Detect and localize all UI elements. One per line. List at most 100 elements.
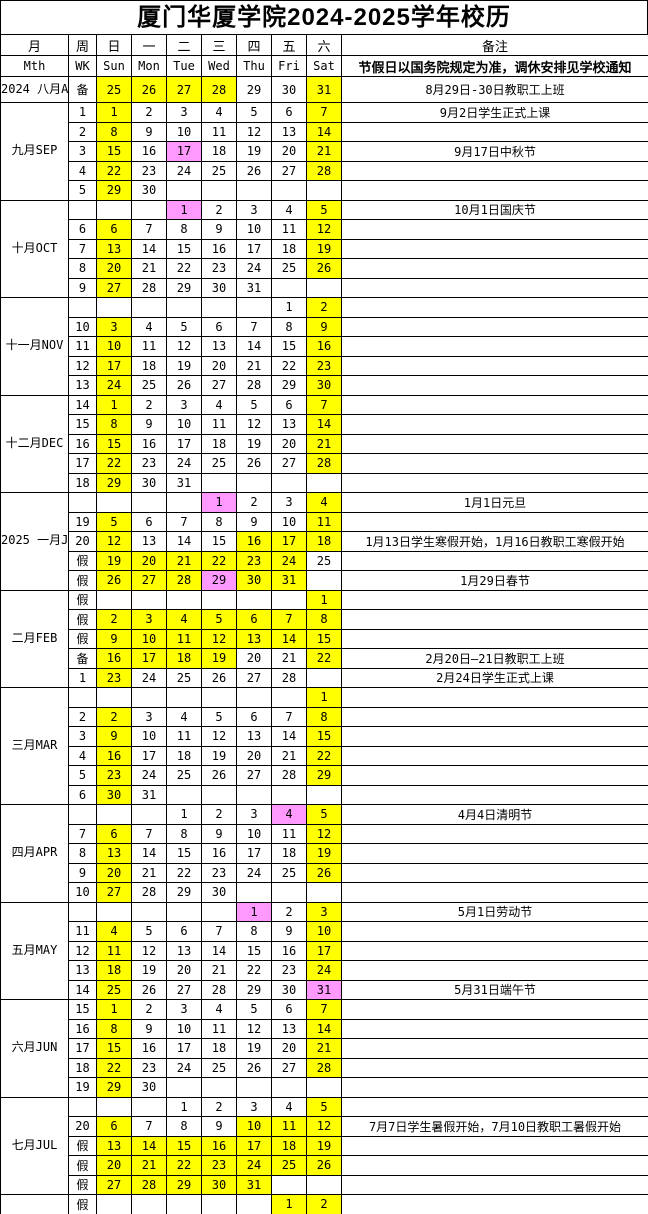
day-cell: 24 — [131, 765, 167, 786]
day-cell: 6 — [236, 706, 272, 727]
day-cell: 14 — [166, 531, 202, 552]
day-cell: 3 — [271, 492, 307, 513]
calendar-week-row: 假 9 10 11 12 13 14 15 — [1, 628, 648, 649]
day-cell: 23 — [306, 355, 342, 376]
day-cell: 31 — [306, 76, 342, 103]
day-cell: 11 — [306, 511, 342, 532]
day-cell — [236, 180, 272, 201]
day-cell: 3 — [236, 1096, 272, 1117]
remark-cell — [341, 1057, 648, 1078]
remark-cell — [341, 882, 648, 903]
day-cell: 27 — [271, 453, 307, 474]
day-cell: 23 — [271, 960, 307, 981]
day-cell: 17 — [166, 1038, 202, 1059]
day-cell: 13 — [166, 940, 202, 961]
calendar-week-row: 2 8 9 10 11 12 13 14 — [1, 121, 648, 142]
week-number: 6 — [68, 219, 97, 240]
week-number: 20 — [68, 531, 97, 552]
day-cell: 10 — [166, 121, 202, 142]
month-label: 九月SEP — [0, 102, 69, 201]
day-cell: 13 — [236, 628, 272, 649]
day-cell: 13 — [96, 1135, 132, 1156]
day-cell: 7 — [306, 394, 342, 415]
calendar-header: 月 周 日 一 二 三 四 五 六 备注 Mth WK Sun Mon Tue … — [0, 34, 648, 77]
day-cell: 14 — [306, 1018, 342, 1039]
header-wed-zh: 三 — [201, 34, 237, 56]
day-cell — [271, 472, 307, 493]
calendar-week-row: 六月JUN 15 1 2 3 4 5 6 7 — [0, 999, 648, 1098]
day-cell: 28 — [166, 570, 202, 591]
day-cell: 30 — [271, 979, 307, 1000]
day-cell: 5 — [306, 1096, 342, 1117]
week-number: 11 — [68, 336, 97, 357]
calendar-week-row: 14 25 26 27 28 29 30 31 5月31日端午节 — [1, 979, 648, 1000]
day-cell: 13 — [236, 726, 272, 747]
day-cell: 30 — [131, 472, 167, 493]
day-cell: 10 — [236, 1116, 272, 1137]
day-cell — [201, 297, 237, 318]
day-cell: 19 — [236, 141, 272, 162]
day-cell: 12 — [306, 823, 342, 844]
day-cell: 20 — [271, 1038, 307, 1059]
remark-cell — [341, 1174, 648, 1195]
day-cell: 19 — [306, 843, 342, 864]
day-cell: 30 — [201, 882, 237, 903]
day-cell: 15 — [166, 843, 202, 864]
day-cell: 8 — [96, 121, 132, 142]
month-label: 十月OCT — [0, 199, 69, 298]
day-cell: 14 — [201, 940, 237, 961]
remark-cell: 7月7日学生暑假开始，7月10日教职工暑假开始 — [341, 1116, 648, 1137]
day-cell — [131, 901, 167, 922]
week-number: 假 — [68, 1174, 97, 1195]
day-cell: 13 — [96, 238, 132, 259]
day-cell — [236, 589, 272, 610]
remark-cell — [341, 726, 648, 747]
remark-cell — [341, 628, 648, 649]
day-cell: 28 — [131, 277, 167, 298]
remark-cell — [341, 1018, 648, 1039]
day-cell: 13 — [271, 121, 307, 142]
calendar-week-row: 18 22 23 24 25 26 27 28 — [1, 1057, 648, 1078]
day-cell: 14 — [271, 726, 307, 747]
week-number: 假 — [68, 1135, 97, 1156]
remark-cell: 8月29日-30日教职工上班 — [341, 76, 648, 103]
calendar-week-row: 3 15 16 17 18 19 20 21 9月17日中秋节 — [1, 141, 648, 162]
day-cell: 23 — [131, 1057, 167, 1078]
header-wed-en: Wed — [201, 55, 237, 77]
day-cell: 10 — [166, 414, 202, 435]
calendar-week-row: 10 3 4 5 6 7 8 9 — [1, 316, 648, 337]
day-cell — [201, 687, 237, 708]
day-cell: 18 — [201, 1038, 237, 1059]
day-cell: 28 — [131, 1174, 167, 1195]
day-cell: 26 — [201, 667, 237, 688]
day-cell: 13 — [271, 414, 307, 435]
week-number: 12 — [68, 940, 97, 961]
calendar-week-row: 假 13 14 15 16 17 18 19 — [1, 1135, 648, 1156]
day-cell — [236, 1194, 272, 1214]
day-cell: 23 — [201, 258, 237, 279]
calendar-week-row: 8 13 14 15 16 17 18 19 — [1, 843, 648, 864]
day-cell: 27 — [166, 979, 202, 1000]
remark-cell — [341, 589, 648, 610]
day-cell: 5 — [131, 921, 167, 942]
week-number: 15 — [68, 414, 97, 435]
calendar-week-row: 13 24 25 26 27 28 29 30 — [1, 375, 648, 396]
month-label: 八月AUG — [0, 1194, 69, 1214]
week-number: 15 — [68, 999, 97, 1020]
week-number: 18 — [68, 472, 97, 493]
day-cell: 1 — [271, 297, 307, 318]
day-cell: 15 — [96, 1038, 132, 1059]
day-cell: 25 — [271, 862, 307, 883]
day-cell: 29 — [236, 76, 272, 103]
day-cell: 9 — [201, 219, 237, 240]
week-number — [68, 297, 97, 318]
day-cell: 1 — [166, 804, 202, 825]
remark-cell — [341, 745, 648, 766]
day-cell: 1 — [96, 102, 132, 123]
day-cell: 8 — [201, 511, 237, 532]
header-tue-en: Tue — [166, 55, 202, 77]
day-cell: 4 — [271, 199, 307, 220]
day-cell: 26 — [306, 258, 342, 279]
day-cell — [96, 1194, 132, 1214]
